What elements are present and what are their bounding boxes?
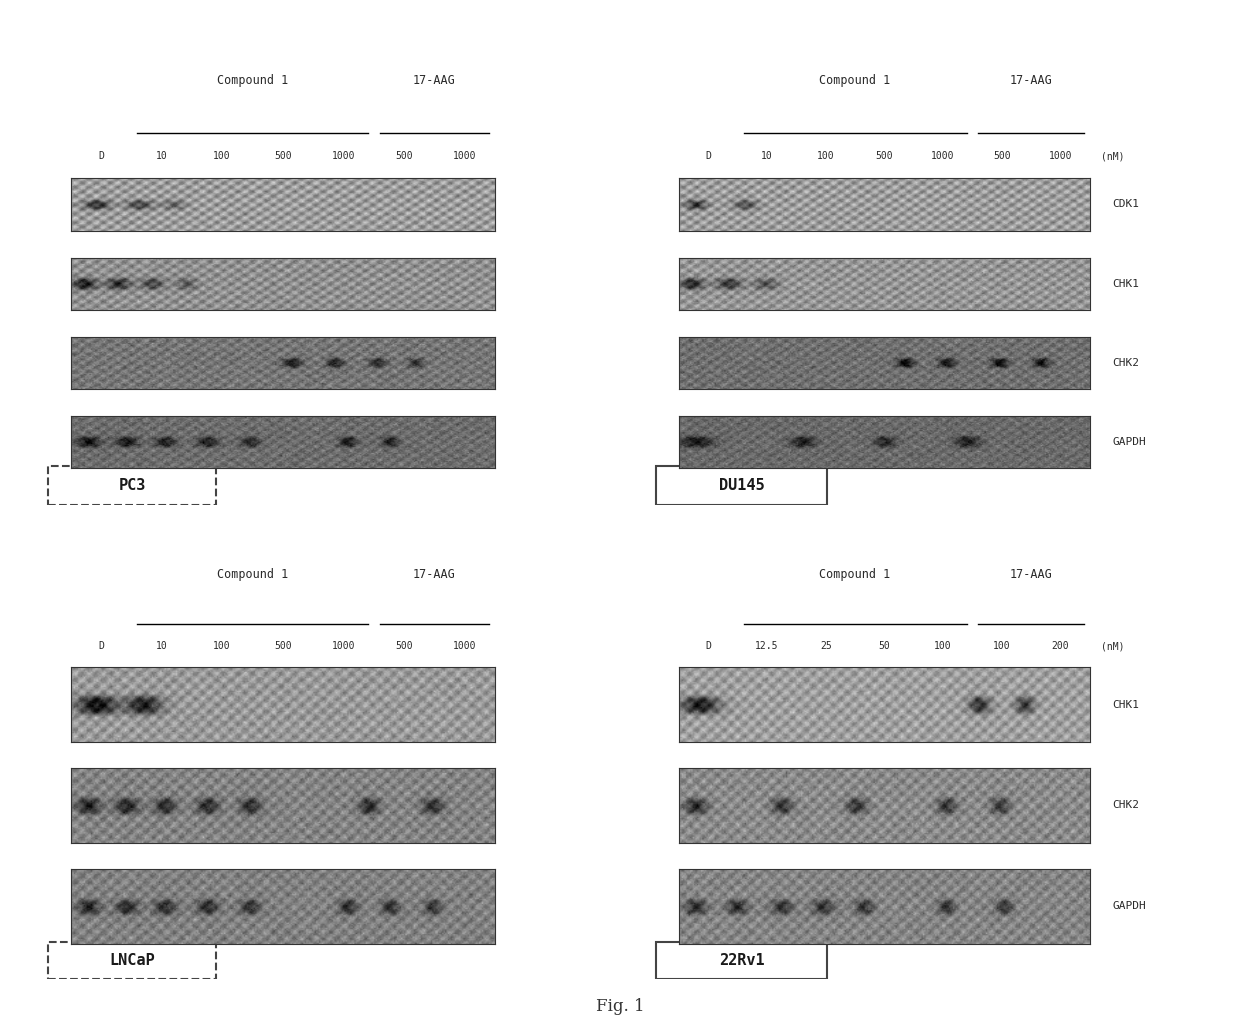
Text: 17-AAG: 17-AAG (1009, 568, 1053, 581)
Text: 17-AAG: 17-AAG (1009, 74, 1053, 88)
Text: 1000: 1000 (453, 151, 476, 162)
Text: 500: 500 (396, 641, 413, 651)
Text: 200: 200 (1052, 641, 1069, 651)
Text: 17-AAG: 17-AAG (413, 74, 455, 88)
Text: GAPDH: GAPDH (1112, 438, 1146, 447)
Text: PC3: PC3 (118, 478, 146, 493)
Text: CHK2: CHK2 (1112, 358, 1140, 368)
Text: CDK1: CDK1 (1112, 200, 1140, 209)
Text: 1000: 1000 (331, 151, 355, 162)
Text: 500: 500 (396, 151, 413, 162)
Text: Compound 1: Compound 1 (217, 568, 288, 581)
Text: CHK2: CHK2 (1112, 800, 1140, 811)
FancyBboxPatch shape (48, 467, 216, 505)
Text: 10: 10 (156, 641, 167, 651)
Text: D: D (98, 641, 104, 651)
FancyBboxPatch shape (656, 941, 827, 978)
Text: 500: 500 (875, 151, 893, 162)
Text: 10: 10 (156, 151, 167, 162)
Text: 100: 100 (934, 641, 952, 651)
Text: 1000: 1000 (453, 641, 476, 651)
Text: Compound 1: Compound 1 (820, 568, 890, 581)
Text: 25: 25 (820, 641, 832, 651)
Text: CHK1: CHK1 (1112, 699, 1140, 710)
Text: 500: 500 (274, 151, 291, 162)
Text: Compound 1: Compound 1 (820, 74, 890, 88)
Text: GAPDH: GAPDH (1112, 901, 1146, 912)
Text: Fig. 1: Fig. 1 (595, 997, 645, 1015)
FancyBboxPatch shape (48, 941, 216, 978)
Text: 500: 500 (274, 641, 291, 651)
Text: 100: 100 (213, 641, 231, 651)
Text: (nM): (nM) (1101, 641, 1125, 651)
Text: 100: 100 (213, 151, 231, 162)
Text: 10: 10 (761, 151, 773, 162)
Text: 12.5: 12.5 (755, 641, 779, 651)
Text: 50: 50 (878, 641, 890, 651)
Text: 17-AAG: 17-AAG (413, 568, 455, 581)
Text: 100: 100 (817, 151, 835, 162)
Text: 1000: 1000 (331, 641, 355, 651)
Text: 500: 500 (993, 151, 1011, 162)
Text: LNCaP: LNCaP (109, 953, 155, 967)
FancyBboxPatch shape (656, 467, 827, 505)
Text: DU145: DU145 (719, 478, 765, 493)
Text: D: D (706, 641, 712, 651)
Text: D: D (706, 151, 712, 162)
Text: 1000: 1000 (931, 151, 955, 162)
Text: 1000: 1000 (1049, 151, 1073, 162)
Text: CHK1: CHK1 (1112, 279, 1140, 288)
Text: Compound 1: Compound 1 (217, 74, 288, 88)
Text: D: D (98, 151, 104, 162)
Text: 100: 100 (993, 641, 1011, 651)
Text: (nM): (nM) (1101, 151, 1125, 162)
Text: 22Rv1: 22Rv1 (719, 953, 765, 967)
